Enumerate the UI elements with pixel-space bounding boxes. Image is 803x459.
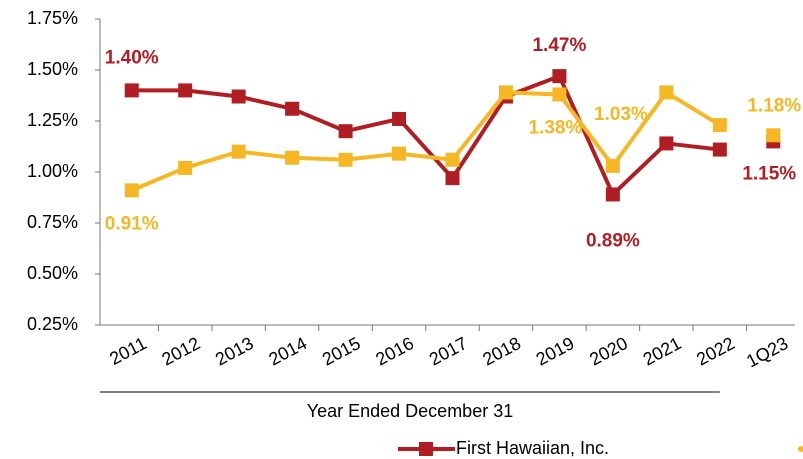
marker [659, 136, 674, 151]
data-label: 1.03% [594, 104, 648, 125]
marker [338, 152, 353, 167]
x-tick-label: 2013 [212, 333, 257, 369]
marker [712, 142, 727, 157]
x-tick-label: 2016 [372, 333, 417, 369]
x-tick-label: 2012 [159, 333, 204, 369]
data-label: 1.18% [747, 95, 801, 116]
marker [285, 101, 300, 116]
marker [124, 183, 139, 198]
y-tick-label: 1.25% [27, 110, 78, 130]
x-tick-label: 2019 [533, 333, 578, 369]
marker [659, 85, 674, 100]
marker [712, 118, 727, 133]
marker [766, 128, 781, 143]
marker [178, 160, 193, 175]
x-tick-label: 2011 [106, 333, 150, 369]
x-tick-label: 2014 [265, 333, 310, 369]
series-line [130, 89, 721, 193]
marker [231, 89, 246, 104]
y-tick-label: 0.75% [27, 212, 78, 232]
marker [178, 83, 193, 98]
data-label: 0.91% [105, 213, 159, 234]
marker [392, 111, 407, 126]
x-axis-title: Year Ended December 31 [307, 401, 513, 421]
marker [552, 87, 567, 102]
marker [338, 124, 353, 139]
legend-label: First Hawaiian, Inc. [456, 438, 609, 458]
marker [392, 146, 407, 161]
legend-marker [798, 446, 803, 452]
legend-marker [419, 442, 433, 456]
x-tick-label: 2017 [426, 333, 471, 369]
x-tick-label: 1Q23 [743, 333, 791, 371]
marker [552, 69, 567, 84]
marker [605, 187, 620, 202]
data-label: 1.40% [105, 47, 159, 68]
marker [498, 85, 513, 100]
data-label: 1.47% [532, 35, 586, 56]
x-tick-label: 2021 [640, 333, 685, 369]
data-label: 1.38% [528, 117, 582, 138]
y-tick-label: 0.25% [27, 314, 78, 334]
x-tick-label: 2022 [693, 333, 738, 369]
x-tick-label: 2015 [319, 333, 364, 369]
marker [605, 158, 620, 173]
marker [231, 144, 246, 159]
marker [124, 83, 139, 98]
y-tick-label: 1.50% [27, 59, 78, 79]
data-label: 1.15% [742, 163, 796, 184]
y-tick-label: 1.00% [27, 161, 78, 181]
marker [445, 171, 460, 186]
marker [285, 150, 300, 165]
y-tick-label: 1.75% [27, 8, 78, 28]
x-tick-label: 2020 [586, 333, 631, 369]
x-tick-label: 2018 [479, 333, 524, 369]
marker [445, 152, 460, 167]
y-tick-label: 0.50% [27, 263, 78, 283]
series-line [131, 73, 721, 198]
data-label: 0.89% [586, 230, 640, 251]
